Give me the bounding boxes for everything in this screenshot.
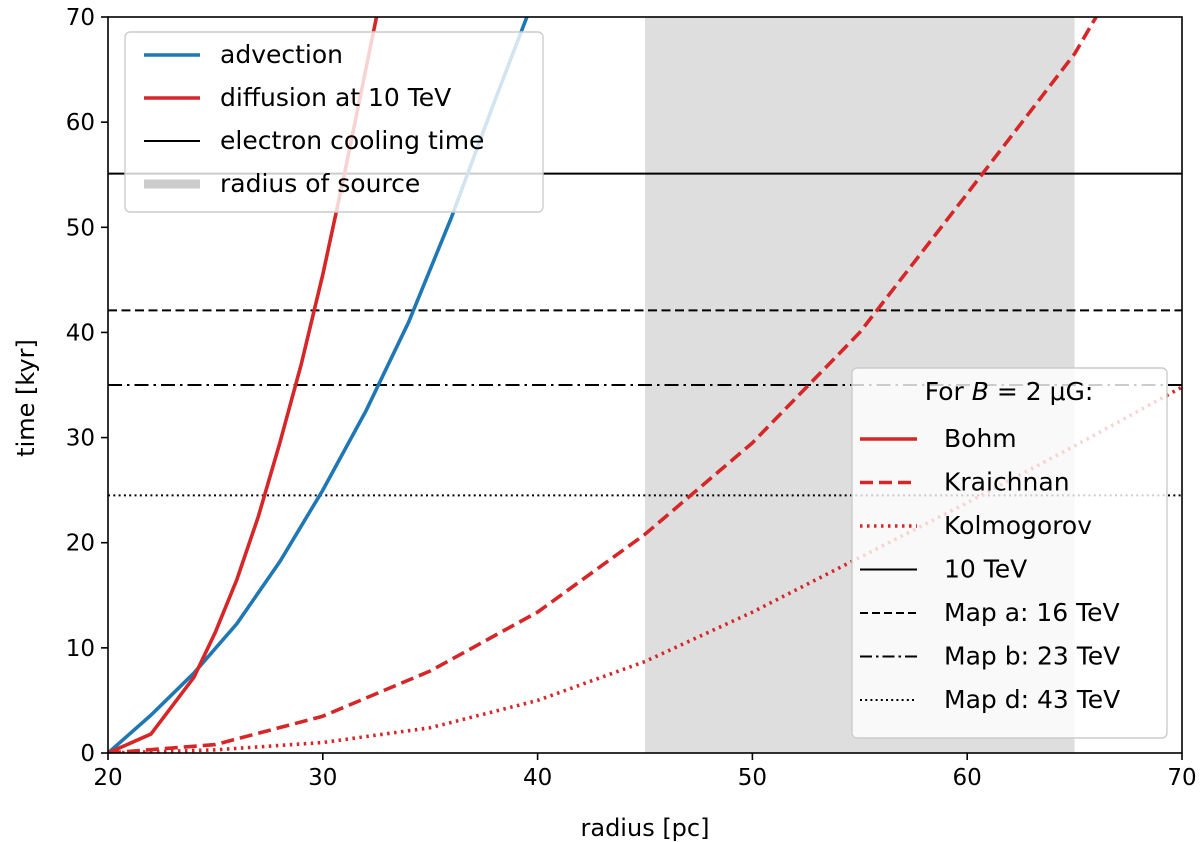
legend-main-label: radius of source	[220, 169, 420, 198]
legend-main: advection diffusion at 10 TeV electron coo…	[124, 31, 544, 213]
legend-field-entry: Map a: 16 TeV	[860, 598, 1120, 627]
legend-field-label: Map d: 43 TeV	[944, 685, 1120, 714]
y-axis-label: time [kyr]	[12, 339, 40, 457]
legend-main-entry: diffusion at 10 TeV	[144, 83, 451, 112]
legend-field-frame	[851, 367, 1168, 739]
legend-main-frame	[124, 31, 544, 213]
legend-main-entry: radius of source	[144, 169, 420, 198]
legend-field-label: Kolmogorov	[944, 511, 1092, 540]
legend-field-entry: Map b: 23 TeV	[860, 642, 1120, 671]
x-axis-label: radius [pc]	[581, 814, 710, 842]
legend-field-entry: Bohm	[860, 424, 1017, 453]
legend-field-entry: 10 TeV	[860, 555, 1027, 584]
legend-field-entry: Kraichnan	[860, 468, 1070, 497]
legend-main-label: advection	[220, 40, 343, 69]
legend-field-label: Kraichnan	[944, 468, 1070, 497]
legend-field-title: For B = 2 μG:	[925, 377, 1094, 406]
legend-field-label: Map b: 23 TeV	[944, 642, 1120, 671]
y-tick-label: 30	[66, 426, 95, 452]
legend-field: For B = 2 μG: Bohm Kraichnan Kolmogorov 10 T…	[851, 367, 1168, 739]
y-tick-label: 10	[66, 636, 95, 662]
x-tick-label: 60	[953, 765, 982, 791]
legend-main-entry: advection	[144, 40, 343, 69]
axes: 20 30 40 50 60 70 0 10 20 30 40 50 60 70	[66, 5, 1197, 791]
legend-field-label: 10 TeV	[944, 555, 1027, 584]
y-tick-label: 20	[66, 531, 95, 557]
axes-frame	[107, 16, 1183, 754]
legend-main-entry: electron cooling time	[144, 126, 484, 155]
legend-field-entry: Map d: 43 TeV	[860, 685, 1120, 714]
legend-field-label: Bohm	[944, 424, 1017, 453]
legend-main-label: diffusion at 10 TeV	[220, 83, 451, 112]
x-tick-label: 20	[93, 765, 122, 791]
y-tick-label: 50	[66, 215, 95, 241]
x-tick-label: 40	[523, 765, 552, 791]
y-tick-label: 40	[66, 320, 95, 346]
legend-field-entry: Kolmogorov	[860, 511, 1092, 540]
y-tick-label: 70	[66, 5, 95, 31]
x-tick-label: 70	[1167, 765, 1196, 791]
x-tick-label: 30	[308, 765, 337, 791]
y-tick-label: 60	[66, 110, 95, 136]
y-tick-label: 0	[80, 741, 95, 767]
x-tick-label: 50	[738, 765, 767, 791]
legend-field-label: Map a: 16 TeV	[944, 598, 1120, 627]
legend-main-label: electron cooling time	[220, 126, 484, 155]
